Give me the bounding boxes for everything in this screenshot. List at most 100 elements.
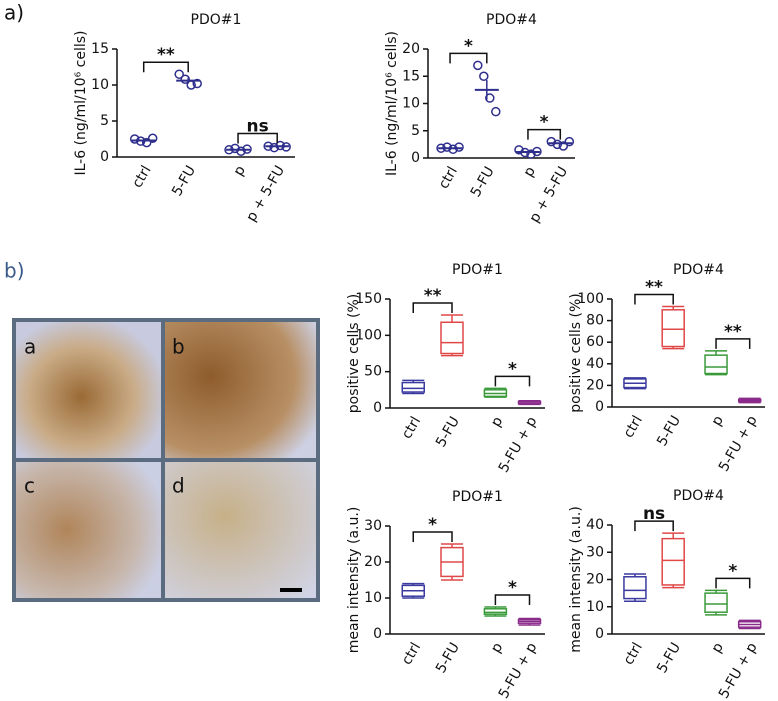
panel-label: b) bbox=[4, 259, 25, 283]
y-tick-label: 15 bbox=[402, 68, 420, 84]
box bbox=[661, 537, 685, 586]
scale-bar bbox=[280, 588, 302, 592]
x-tick-label: 5-FU bbox=[433, 414, 463, 450]
y-tick-label: 40 bbox=[586, 356, 604, 372]
y-tick-label: 20 bbox=[586, 572, 604, 588]
data-point bbox=[442, 142, 452, 152]
y-tick-label: 60 bbox=[586, 334, 604, 350]
y-tick-label: 50 bbox=[364, 364, 382, 380]
data-point bbox=[147, 133, 158, 144]
significance-bracket bbox=[634, 520, 674, 532]
chart-title: PDO#1 bbox=[191, 12, 242, 28]
significance-bracket bbox=[142, 61, 189, 73]
image bbox=[16, 462, 161, 598]
significance-label: ns bbox=[643, 504, 665, 524]
box bbox=[483, 608, 508, 615]
y-tick-label: 10 bbox=[402, 96, 420, 112]
data-point bbox=[552, 139, 563, 150]
data-point bbox=[174, 69, 184, 79]
significance-label: * bbox=[540, 113, 549, 133]
data-point bbox=[558, 141, 569, 151]
x-tick-label: p bbox=[231, 163, 249, 179]
image-label: d bbox=[172, 474, 185, 498]
x-tick-label: 5-FU bbox=[468, 164, 498, 200]
box bbox=[440, 321, 464, 355]
significance-bracket bbox=[715, 577, 751, 589]
chart-title: PDO#1 bbox=[452, 489, 503, 505]
data-point bbox=[485, 93, 495, 103]
x-tick-label: ctrl bbox=[436, 164, 461, 192]
y-tick-label: 0 bbox=[411, 150, 420, 166]
data-point bbox=[180, 74, 190, 84]
y-axis-label: positive cells (%) bbox=[346, 294, 362, 413]
box bbox=[704, 592, 728, 613]
y-tick-label: 5 bbox=[100, 113, 109, 129]
y-tick-label: 10 bbox=[586, 599, 604, 615]
y-tick-label: 100 bbox=[355, 327, 382, 343]
significance-label: * bbox=[508, 578, 517, 598]
significance-bracket bbox=[449, 52, 488, 64]
box bbox=[704, 354, 728, 375]
significance-bracket bbox=[237, 132, 278, 144]
x-tick-label: ctrl bbox=[399, 414, 424, 442]
x-tick-label: p bbox=[521, 164, 539, 180]
significance-label: * bbox=[428, 515, 437, 535]
data-point bbox=[129, 134, 140, 144]
x-tick-label: 5-FU bbox=[654, 413, 684, 449]
x-tick-label: 5-FU bbox=[169, 163, 199, 199]
x-tick-label: p bbox=[709, 640, 727, 656]
significance-label: ** bbox=[645, 278, 663, 298]
data-point bbox=[546, 136, 557, 147]
y-axis-label: positive cells (%) bbox=[568, 293, 584, 412]
data-point bbox=[473, 60, 483, 71]
significance-bracket bbox=[412, 302, 453, 313]
image bbox=[16, 322, 161, 458]
significance-label: ** bbox=[724, 322, 742, 342]
data-point bbox=[526, 149, 536, 159]
y-tick-label: 20 bbox=[364, 554, 382, 570]
image-label: a bbox=[24, 335, 36, 359]
significance-bracket bbox=[715, 338, 751, 349]
y-tick-label: 10 bbox=[364, 590, 382, 606]
y-axis-label: mean intensity (a.u.) bbox=[346, 507, 362, 654]
chart-title: PDO#4 bbox=[673, 262, 724, 278]
x-tick-label: 5-FU bbox=[433, 640, 463, 676]
y-tick-label: 15 bbox=[91, 41, 109, 57]
x-tick-label: p bbox=[709, 413, 727, 429]
y-tick-label: 30 bbox=[364, 518, 382, 534]
data-point bbox=[269, 142, 279, 153]
image-label: b bbox=[172, 335, 185, 359]
data-point bbox=[236, 146, 246, 156]
y-tick-label: 5 bbox=[411, 123, 420, 139]
data-point bbox=[479, 71, 489, 81]
significance-label: * bbox=[508, 359, 517, 379]
image bbox=[165, 322, 316, 458]
box bbox=[401, 381, 425, 393]
y-tick-label: 80 bbox=[586, 313, 604, 329]
significance-label: ns bbox=[247, 116, 269, 136]
data-point bbox=[448, 144, 458, 155]
x-tick-label: ctrl bbox=[399, 640, 424, 668]
significance-bracket bbox=[412, 531, 453, 542]
x-tick-label: p + 5-FU bbox=[243, 163, 288, 225]
y-axis-label: IL-6 (ng/ml/10⁶ cells) bbox=[384, 31, 400, 176]
x-tick-label: p bbox=[488, 414, 506, 430]
significance-bracket bbox=[634, 293, 674, 305]
data-point bbox=[141, 137, 152, 148]
significance-bracket bbox=[527, 128, 562, 140]
y-tick-label: 10 bbox=[91, 77, 109, 93]
y-tick-label: 0 bbox=[595, 626, 604, 642]
image bbox=[165, 462, 316, 598]
y-tick-label: 40 bbox=[586, 517, 604, 533]
y-tick-label: 150 bbox=[355, 291, 382, 307]
y-tick-label: 20 bbox=[586, 377, 604, 393]
panel-label: a) bbox=[4, 1, 24, 25]
chart-title: PDO#4 bbox=[486, 12, 537, 28]
significance-bracket bbox=[494, 375, 531, 387]
significance-label: * bbox=[464, 36, 473, 56]
x-tick-label: p bbox=[488, 640, 506, 656]
x-tick-label: ctrl bbox=[621, 640, 646, 668]
significance-bracket bbox=[494, 594, 531, 605]
micrograph-panel: a b c d bbox=[12, 318, 320, 602]
